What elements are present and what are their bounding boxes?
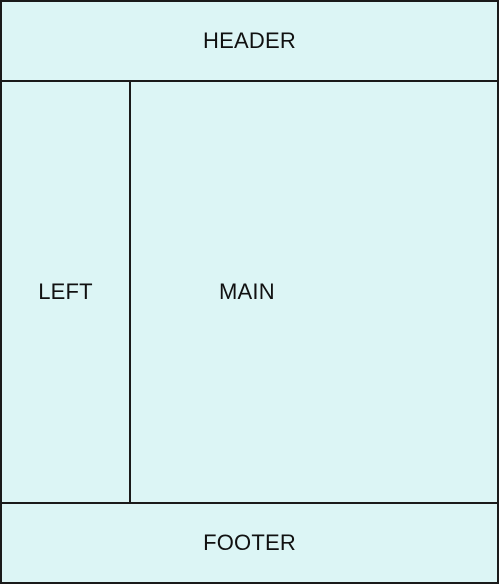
left-label: LEFT [38, 279, 93, 304]
header-region: HEADER [2, 2, 497, 82]
left-region: LEFT [2, 82, 131, 502]
header-label: HEADER [203, 28, 296, 53]
footer-region: FOOTER [2, 502, 497, 582]
footer-label: FOOTER [203, 530, 296, 555]
main-region: MAIN [131, 82, 497, 502]
main-label: MAIN [219, 279, 275, 304]
